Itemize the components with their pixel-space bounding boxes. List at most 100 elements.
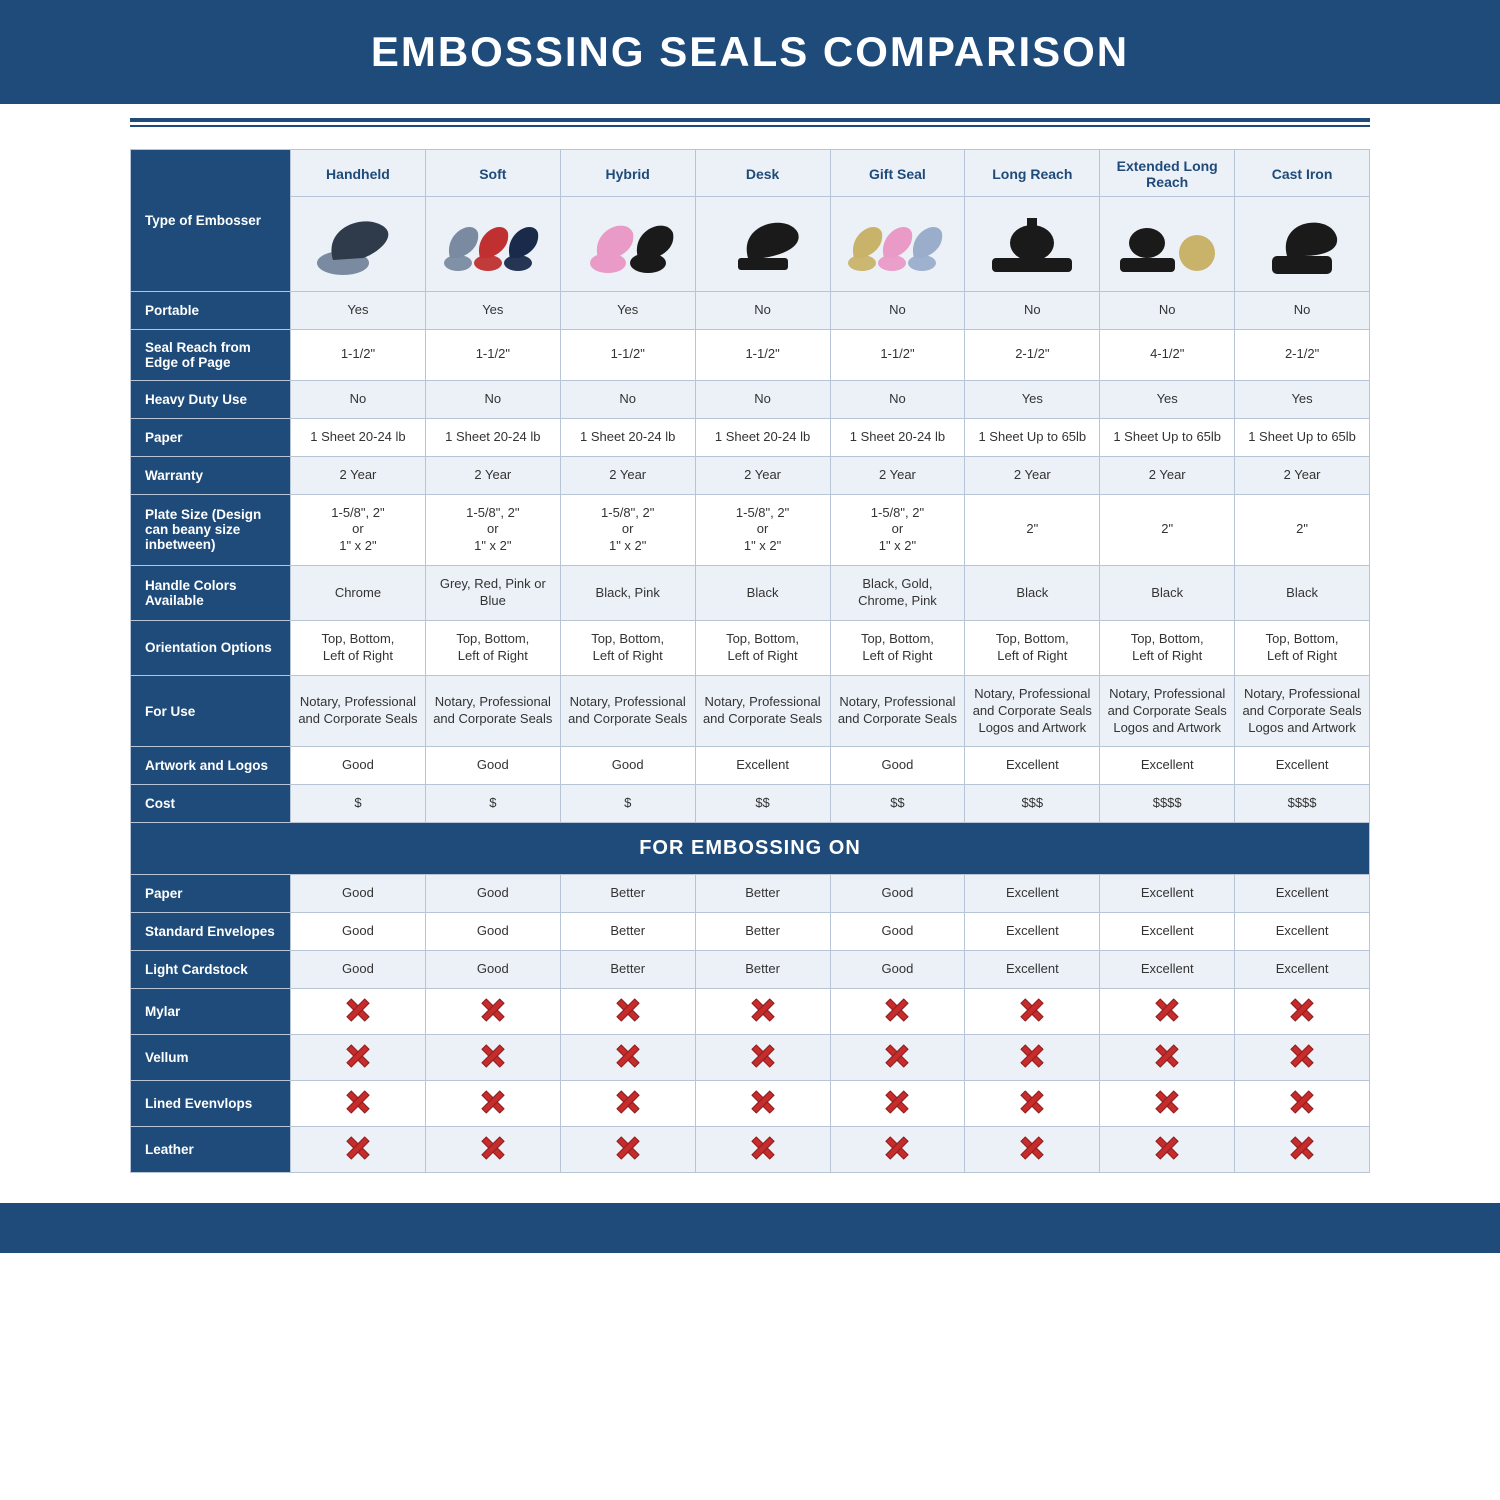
cell-text: No	[1294, 302, 1311, 317]
table-cell: $$	[830, 785, 965, 823]
cell-text: No	[754, 302, 771, 317]
comparison-table: Type of EmbosserHandheldSoftHybridDeskGi…	[130, 149, 1370, 1173]
table-cell: 2 Year	[965, 456, 1100, 494]
cell-text: $$$	[1021, 795, 1043, 810]
table-cell: Good	[830, 875, 965, 913]
cell-text: No	[619, 391, 636, 406]
row-label: Lined Evenvlops	[131, 1080, 291, 1126]
table-row: Standard EnvelopesGoodGoodBetterBetterGo…	[131, 913, 1370, 951]
table-cell: Black	[695, 566, 830, 621]
table-cell: 1-1/2"	[830, 329, 965, 380]
cell-text: Grey, Red, Pink or Blue	[440, 576, 546, 608]
column-header: Handheld	[291, 150, 426, 197]
cell-text: 2-1/2"	[1015, 346, 1049, 361]
cell-text: Top, Bottom,Left of Right	[591, 631, 664, 663]
cell-text: Notary, Professional and Corporate Seals…	[973, 686, 1092, 735]
cell-text: Better	[610, 961, 645, 976]
cell-text: 2 Year	[744, 467, 781, 482]
column-image	[560, 197, 695, 292]
table-cell: 2 Year	[1100, 456, 1235, 494]
table-cell: $	[291, 785, 426, 823]
table-cell: $$$	[965, 785, 1100, 823]
table-cell	[965, 1126, 1100, 1172]
row-label: Paper	[131, 875, 291, 913]
table-cell: No	[1235, 292, 1370, 330]
table-cell	[1100, 988, 1235, 1034]
table-cell: $$	[695, 785, 830, 823]
cell-text: Black	[1286, 585, 1318, 600]
cell-text: Good	[477, 885, 509, 900]
table-row: Cost$$$$$$$$$$$$$$$$$$	[131, 785, 1370, 823]
table-cell: No	[695, 292, 830, 330]
cell-text: $$$$	[1288, 795, 1317, 810]
cell-text: 2 Year	[879, 467, 916, 482]
table-cell: 4-1/2"	[1100, 329, 1235, 380]
table-row: Light CardstockGoodGoodBetterBetterGoodE…	[131, 951, 1370, 989]
cell-text: Notary, Professional and Corporate Seals	[298, 694, 417, 726]
cell-text: 2 Year	[1149, 467, 1186, 482]
table-cell: Good	[830, 913, 965, 951]
cell-text: 1 Sheet Up to 65lb	[1113, 429, 1221, 444]
table-cell: 2"	[965, 494, 1100, 566]
embosser-icon	[1112, 208, 1222, 278]
table-cell	[560, 1126, 695, 1172]
table-cell: 2 Year	[830, 456, 965, 494]
column-header: Desk	[695, 150, 830, 197]
cell-text: 1 Sheet 20-24 lb	[580, 429, 675, 444]
cell-text: 1-5/8", 2"or1" x 2"	[331, 505, 384, 554]
table-cell	[830, 1080, 965, 1126]
table-cell: Top, Bottom,Left of Right	[830, 621, 965, 676]
x-icon	[347, 1045, 369, 1067]
cell-text: $	[354, 795, 361, 810]
row-label: Seal Reach from Edge of Page	[131, 329, 291, 380]
cell-text: $$$$	[1153, 795, 1182, 810]
table-cell: Good	[291, 951, 426, 989]
cell-text: 1-1/2"	[611, 346, 645, 361]
table-cell: Excellent	[1100, 875, 1235, 913]
x-icon	[1291, 1137, 1313, 1159]
table-cell	[695, 1080, 830, 1126]
x-icon	[752, 1045, 774, 1067]
table-cell: Yes	[560, 292, 695, 330]
cell-text: No	[889, 391, 906, 406]
table-cell: Notary, Professional and Corporate Seals	[830, 675, 965, 747]
cell-text: Excellent	[1141, 961, 1194, 976]
x-icon	[347, 1137, 369, 1159]
table-cell: 2 Year	[425, 456, 560, 494]
cell-text: Better	[610, 923, 645, 938]
table-cell: Black	[965, 566, 1100, 621]
table-cell: Notary, Professional and Corporate Seals…	[965, 675, 1100, 747]
table-cell	[560, 988, 695, 1034]
table-row: Mylar	[131, 988, 1370, 1034]
table-cell	[1100, 1126, 1235, 1172]
cell-text: Excellent	[1006, 757, 1059, 772]
table-cell: $	[560, 785, 695, 823]
table-row: For UseNotary, Professional and Corporat…	[131, 675, 1370, 747]
row-label: Plate Size (Design can beany size inbetw…	[131, 494, 291, 566]
cell-text: 2 Year	[340, 467, 377, 482]
row-label: Handle Colors Available	[131, 566, 291, 621]
embosser-icon	[573, 208, 683, 278]
cell-text: Good	[477, 961, 509, 976]
column-header: Long Reach	[965, 150, 1100, 197]
table-cell: No	[291, 380, 426, 418]
table-cell: Black	[1100, 566, 1235, 621]
x-icon	[617, 1045, 639, 1067]
cell-text: Excellent	[1276, 885, 1329, 900]
table-cell	[1235, 988, 1370, 1034]
table-header-row: Type of EmbosserHandheldSoftHybridDeskGi…	[131, 150, 1370, 197]
row-label: Orientation Options	[131, 621, 291, 676]
cell-text: Excellent	[1006, 923, 1059, 938]
table-cell: 1 Sheet 20-24 lb	[425, 418, 560, 456]
table-cell: Better	[560, 951, 695, 989]
column-header: Gift Seal	[830, 150, 965, 197]
x-icon	[1156, 1045, 1178, 1067]
cell-text: Excellent	[1141, 885, 1194, 900]
table-cell: Good	[291, 875, 426, 913]
cell-text: Good	[342, 885, 374, 900]
table-cell: Excellent	[1100, 913, 1235, 951]
column-image	[425, 197, 560, 292]
x-icon	[1291, 1091, 1313, 1113]
cell-text: Good	[342, 757, 374, 772]
cell-text: No	[350, 391, 367, 406]
